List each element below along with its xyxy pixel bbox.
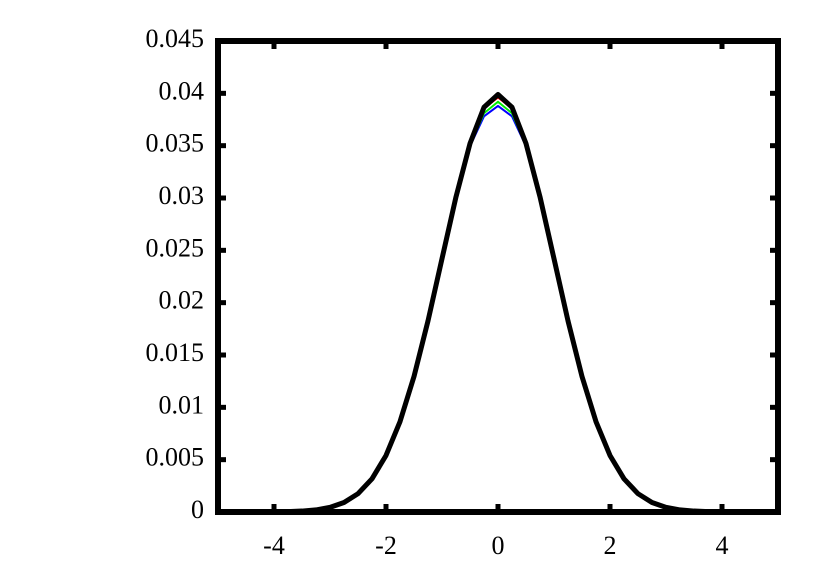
y-tick-label: 0.005 <box>146 443 205 472</box>
y-tick-label: 0.01 <box>159 390 205 419</box>
y-tick-label: 0.02 <box>159 286 205 315</box>
y-tick-label: 0.04 <box>159 76 205 105</box>
series-line <box>218 104 778 513</box>
y-tick-label: 0.045 <box>146 24 205 53</box>
y-tick-label: 0 <box>191 495 204 524</box>
series-line <box>218 100 778 513</box>
x-tick-label: 4 <box>716 531 729 560</box>
x-tick-label: 2 <box>604 531 617 560</box>
y-tick-label: 0.025 <box>146 233 205 262</box>
series-line <box>218 91 778 515</box>
x-tick-label: -4 <box>263 531 285 560</box>
y-tick-label: 0.03 <box>159 181 205 210</box>
series-line <box>218 96 778 513</box>
y-tick-label: 0.015 <box>146 338 205 367</box>
x-tick-label: 0 <box>492 531 505 560</box>
x-tick-label: -2 <box>375 531 397 560</box>
plot-frame <box>215 38 781 515</box>
y-tick-label: 0.035 <box>146 129 205 158</box>
